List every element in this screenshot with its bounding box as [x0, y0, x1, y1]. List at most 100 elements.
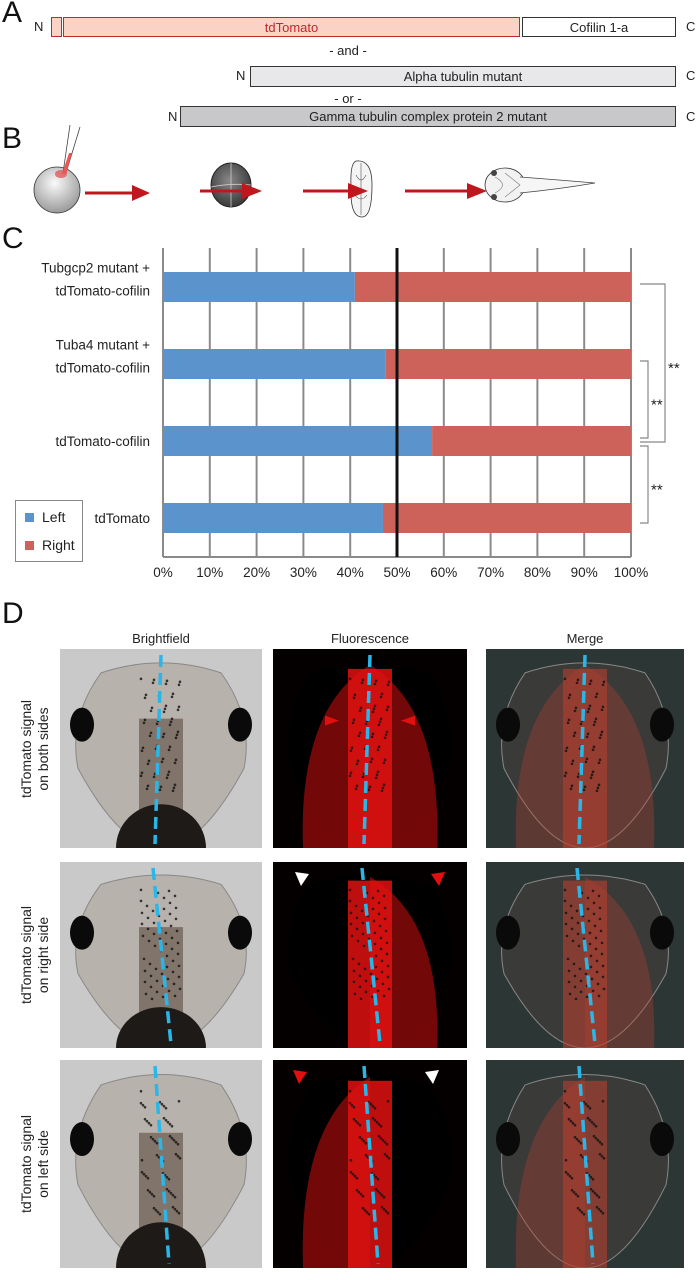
eye-icon [70, 1122, 94, 1157]
arrowhead-icon [325, 715, 339, 726]
x-tick-label: 40% [337, 565, 364, 580]
category-label: tdTomato [94, 511, 150, 526]
midline-dashed-line [577, 654, 587, 845]
fluorescence-image [273, 1060, 467, 1268]
bar-right [382, 503, 631, 533]
eye-icon [228, 1122, 252, 1157]
significance-label: ** [651, 482, 663, 499]
bar-left [163, 426, 433, 456]
eye-icon [70, 915, 94, 950]
brightfield-image [60, 649, 262, 848]
arrowhead-icon [431, 872, 445, 886]
legend-label-right: Right [42, 537, 75, 553]
midline-dashed-line [153, 654, 163, 845]
x-tick-label: 80% [524, 565, 551, 580]
x-tick-label: 20% [243, 565, 270, 580]
legend-swatch-left [25, 513, 34, 522]
tdtomato-box: tdTomato [63, 17, 520, 37]
significance-label: ** [668, 360, 680, 377]
eye-icon [228, 707, 252, 742]
midline-dashed-line [362, 1065, 380, 1265]
four-cell-embryo-drawing [210, 162, 252, 208]
significance-bracket [640, 360, 649, 439]
x-tick-label: 30% [290, 565, 317, 580]
row-label: tdTomato signal on both sides [18, 649, 52, 849]
column-title-merge: Merge [566, 631, 604, 646]
x-tick-label: 60% [430, 565, 457, 580]
brightfield-image [60, 1060, 262, 1268]
legend-swatch-right [25, 541, 34, 550]
c-terminus-label: C [686, 68, 696, 83]
category-label: Tubgcp2 mutant + [41, 261, 150, 276]
n-terminus-label: N [34, 19, 44, 34]
tag-box [51, 17, 62, 37]
panel-label-c: C [2, 222, 24, 255]
arrowhead-icon [425, 1070, 439, 1084]
row-label-line: on right side [35, 916, 51, 994]
bar-left [163, 272, 355, 302]
significance-bracket [640, 283, 666, 443]
c-terminus-label: C [686, 109, 696, 124]
tadpole-drawing [484, 167, 596, 203]
row-label: tdTomato signal on left side [18, 1064, 52, 1264]
workflow-diagram [33, 125, 596, 218]
bar-left [163, 349, 386, 379]
x-tick-label: 0% [153, 565, 173, 580]
significance-label: ** [651, 397, 663, 414]
arrow-icon [85, 185, 150, 201]
cofilin-box: Cofilin 1-a [522, 17, 676, 37]
arrowhead-icon [295, 872, 309, 886]
row-label-line: tdTomato signal [18, 1114, 34, 1214]
bar-right [354, 272, 631, 302]
bar-right [385, 349, 631, 379]
midline-dashed-line [577, 1065, 595, 1265]
merge-image [486, 1060, 684, 1268]
midline-dashed-line [362, 654, 372, 845]
bar-left [163, 503, 383, 533]
arrowhead-icon [293, 1070, 307, 1084]
midline-dashed-line [360, 867, 382, 1045]
significance-bracket [640, 445, 649, 524]
eye-icon [496, 707, 520, 742]
fluorescence-image [273, 862, 467, 1048]
category-label: Tuba4 mutant + [56, 338, 151, 353]
gamma-tubulin-box: Gamma tubulin complex protein 2 mutant [180, 106, 676, 127]
category-label: tdTomato-cofilin [55, 361, 150, 376]
merge-image [486, 649, 684, 848]
row-label: tdTomato signal on right side [18, 855, 52, 1055]
arrow-icon [200, 183, 262, 199]
category-label: tdTomato-cofilin [55, 434, 150, 449]
eye-icon [650, 1122, 674, 1157]
eye-icon [650, 707, 674, 742]
n-terminus-label: N [236, 68, 246, 83]
column-title-brightfield: Brightfield [132, 631, 190, 646]
x-tick-label: 50% [383, 565, 410, 580]
x-tick-label: 10% [196, 565, 223, 580]
bar-right [432, 426, 631, 456]
category-label: tdTomato-cofilin [55, 284, 150, 299]
row-label-line: on left side [35, 1130, 51, 1198]
or-label: - or - [334, 91, 362, 106]
panel-label-a: A [2, 0, 23, 29]
column-title-fluorescence: Fluorescence [330, 631, 410, 646]
merge-image [486, 862, 684, 1048]
row-label-line: on both sides [35, 706, 51, 791]
c-terminus-label: C [686, 19, 696, 34]
n-terminus-label: N [168, 109, 178, 124]
legend-label-left: Left [42, 509, 66, 525]
eye-icon [228, 915, 252, 950]
midline-dashed-line [575, 867, 597, 1045]
row-label-line: tdTomato signal [18, 905, 34, 1005]
eye-icon [650, 915, 674, 950]
arrow-icon [303, 183, 368, 199]
fluorescence-image [273, 649, 467, 848]
row-label-line: tdTomato signal [18, 699, 34, 798]
injected-egg-drawing [33, 125, 81, 214]
panel-label-d: D [2, 597, 24, 630]
midline-dashed-line [151, 867, 173, 1045]
alpha-tubulin-box: Alpha tubulin mutant [250, 66, 676, 87]
eye-icon [70, 707, 94, 742]
arrow-icon [405, 183, 487, 199]
eye-icon [496, 915, 520, 950]
